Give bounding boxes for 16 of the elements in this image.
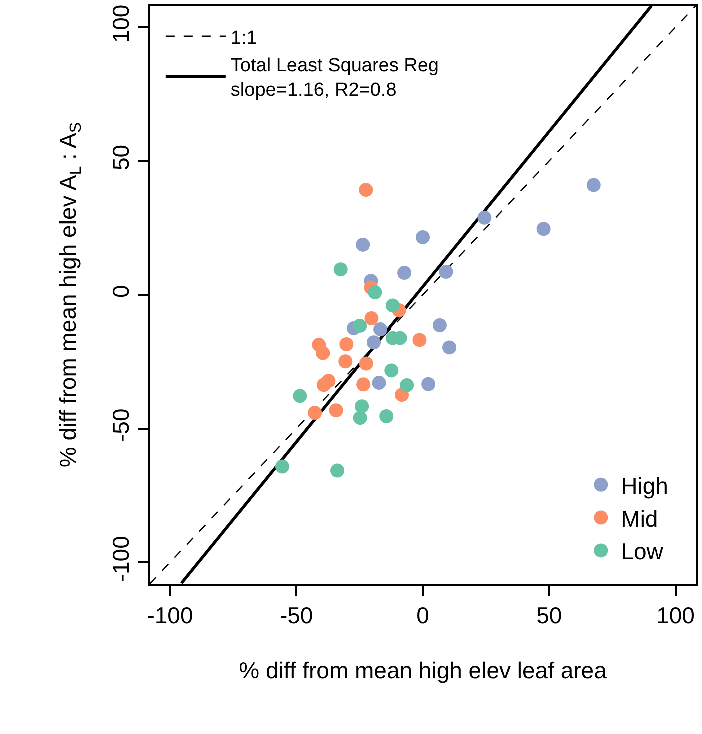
x-axis-title: % diff from mean high elev leaf area	[239, 657, 608, 684]
y-tick-label: -100	[108, 536, 134, 582]
y-tick-label: 50	[108, 144, 134, 171]
x-tick-label: -100	[147, 602, 194, 628]
x-tick-label: 50	[536, 602, 562, 628]
legend-label: Low	[621, 538, 664, 565]
legend-label: 1:1	[230, 28, 258, 49]
y-tick-label: -50	[108, 408, 134, 442]
legend-label: Total Least Squares Reg slope=1.16, R2=0.8	[230, 56, 439, 102]
x-tick-label: 0	[416, 602, 430, 628]
x-tick-label: 100	[656, 602, 695, 628]
y-tick-label: 100	[108, 4, 134, 44]
x-tick-label: -50	[280, 602, 314, 628]
legend-label: High	[621, 472, 668, 499]
legend-label: Mid	[621, 506, 658, 532]
y-tick-label: 0	[108, 285, 134, 298]
